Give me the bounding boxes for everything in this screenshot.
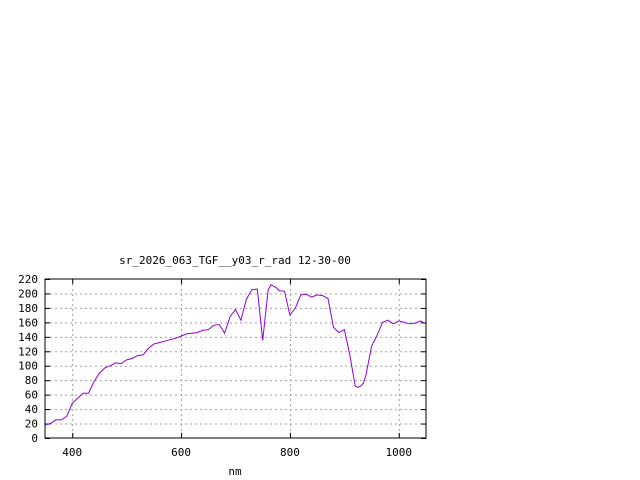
x-axis-label: nm bbox=[228, 465, 242, 478]
y-tick-label: 200 bbox=[18, 287, 38, 300]
y-tick-label: 160 bbox=[18, 316, 38, 329]
y-tick-label: 180 bbox=[18, 302, 38, 315]
y-tick-label: 40 bbox=[25, 403, 38, 416]
x-tick-label: 600 bbox=[171, 446, 191, 459]
series-line bbox=[44, 284, 427, 426]
y-tick-label: 80 bbox=[25, 374, 38, 387]
x-tick-label: 800 bbox=[280, 446, 300, 459]
x-tick-label: 400 bbox=[62, 446, 82, 459]
y-tick-label: 140 bbox=[18, 331, 38, 344]
y-tick-label: 60 bbox=[25, 389, 38, 402]
plot-border bbox=[44, 278, 427, 439]
y-tick-label: 100 bbox=[18, 360, 38, 373]
y-tick-label: 0 bbox=[31, 432, 38, 445]
y-tick-label: 20 bbox=[25, 418, 38, 431]
y-tick-label: 220 bbox=[18, 273, 38, 286]
x-tick-label: 1000 bbox=[386, 446, 413, 459]
x-tick-labels: 400 600 800 1000 bbox=[62, 446, 412, 459]
y-tick-label: 120 bbox=[18, 345, 38, 358]
grid bbox=[45, 279, 426, 438]
ticks bbox=[45, 279, 426, 439]
chart-title: sr_2026_063_TGF__y03_r_rad 12-30-00 bbox=[119, 254, 351, 267]
